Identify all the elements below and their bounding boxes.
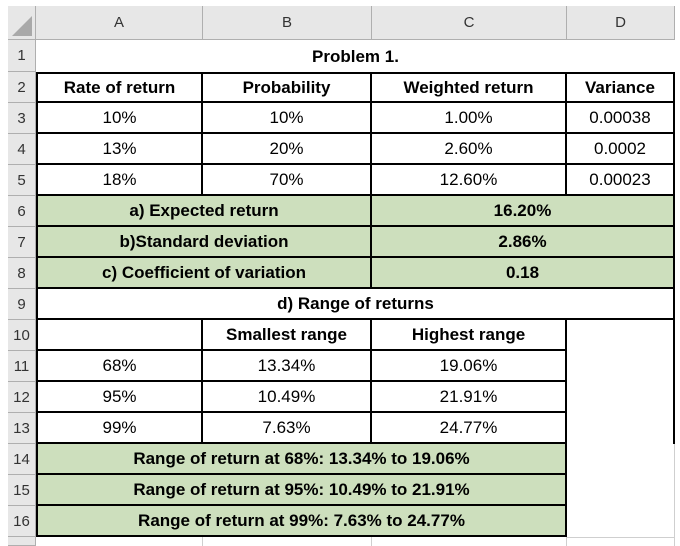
row-header-14[interactable]: 14 [8, 444, 36, 475]
row-header-4[interactable]: 4 [8, 134, 36, 165]
header-variance[interactable]: Variance [567, 72, 675, 103]
range-note-68[interactable]: Range of return at 68%: 13.34% to 19.06% [36, 444, 567, 475]
row-header-1[interactable]: 1 [8, 40, 36, 72]
row-header-13[interactable]: 13 [8, 413, 36, 444]
row-header-6[interactable]: 6 [8, 196, 36, 227]
cell-c11[interactable]: 19.06% [372, 351, 567, 382]
cell-c5[interactable]: 12.60% [372, 165, 567, 196]
coefficient-of-variation-label[interactable]: c) Coefficient of variation [36, 258, 372, 289]
cell-b3[interactable]: 10% [203, 103, 372, 134]
cell-a17-partial[interactable] [36, 537, 203, 546]
header-probability[interactable]: Probability [203, 72, 372, 103]
row-header-7[interactable]: 7 [8, 227, 36, 258]
row-header-11[interactable]: 11 [8, 351, 36, 382]
cell-a12[interactable]: 95% [36, 382, 203, 413]
cell-a5[interactable]: 18% [36, 165, 203, 196]
cell-c13[interactable]: 24.77% [372, 413, 567, 444]
expected-return-label[interactable]: a) Expected return [36, 196, 372, 227]
cell-b17-partial[interactable] [203, 537, 372, 546]
header-weighted-return[interactable]: Weighted return [372, 72, 567, 103]
expected-return-value[interactable]: 16.20% [372, 196, 675, 227]
select-all-button[interactable] [8, 6, 36, 40]
row-header-9[interactable]: 9 [8, 289, 36, 320]
cell-b12[interactable]: 10.49% [203, 382, 372, 413]
cell-a11[interactable]: 68% [36, 351, 203, 382]
row-header-17-partial[interactable] [8, 537, 36, 546]
standard-deviation-label[interactable]: b)Standard deviation [36, 227, 372, 258]
cell-c17-partial[interactable] [372, 537, 567, 546]
row-header-10[interactable]: 10 [8, 320, 36, 351]
cell-a10-empty[interactable] [36, 320, 203, 351]
spreadsheet-grid: A B C D 1 2 3 4 5 6 7 8 9 10 11 12 13 14… [8, 6, 675, 546]
select-all-triangle-icon [12, 16, 32, 36]
row-header-2[interactable]: 2 [8, 72, 36, 103]
cell-d17-partial[interactable] [567, 537, 675, 546]
cell-d14-d16-empty[interactable] [567, 444, 675, 537]
cell-c3[interactable]: 1.00% [372, 103, 567, 134]
cell-d4[interactable]: 0.0002 [567, 134, 675, 165]
smallest-range-header[interactable]: Smallest range [203, 320, 372, 351]
range-section-title[interactable]: d) Range of returns [36, 289, 675, 320]
range-note-95[interactable]: Range of return at 95%: 10.49% to 21.91% [36, 475, 567, 506]
title-cell[interactable]: Problem 1. [36, 40, 675, 72]
column-header-d[interactable]: D [567, 6, 675, 40]
column-header-a[interactable]: A [36, 6, 203, 40]
standard-deviation-value[interactable]: 2.86% [372, 227, 675, 258]
row-header-8[interactable]: 8 [8, 258, 36, 289]
cell-d3[interactable]: 0.00038 [567, 103, 675, 134]
highest-range-header[interactable]: Highest range [372, 320, 567, 351]
row-header-15[interactable]: 15 [8, 475, 36, 506]
cell-b13[interactable]: 7.63% [203, 413, 372, 444]
range-note-99[interactable]: Range of return at 99%: 7.63% to 24.77% [36, 506, 567, 537]
cell-d10-d13-empty[interactable] [567, 320, 675, 444]
cell-b4[interactable]: 20% [203, 134, 372, 165]
cell-b11[interactable]: 13.34% [203, 351, 372, 382]
coefficient-of-variation-value[interactable]: 0.18 [372, 258, 675, 289]
cell-c4[interactable]: 2.60% [372, 134, 567, 165]
row-header-12[interactable]: 12 [8, 382, 36, 413]
row-header-16[interactable]: 16 [8, 506, 36, 537]
row-header-5[interactable]: 5 [8, 165, 36, 196]
row-header-3[interactable]: 3 [8, 103, 36, 134]
cell-c12[interactable]: 21.91% [372, 382, 567, 413]
cell-d5[interactable]: 0.00023 [567, 165, 675, 196]
column-header-b[interactable]: B [203, 6, 372, 40]
cell-a3[interactable]: 10% [36, 103, 203, 134]
cell-b5[interactable]: 70% [203, 165, 372, 196]
header-rate-of-return[interactable]: Rate of return [36, 72, 203, 103]
cell-a13[interactable]: 99% [36, 413, 203, 444]
cell-a4[interactable]: 13% [36, 134, 203, 165]
column-header-c[interactable]: C [372, 6, 567, 40]
